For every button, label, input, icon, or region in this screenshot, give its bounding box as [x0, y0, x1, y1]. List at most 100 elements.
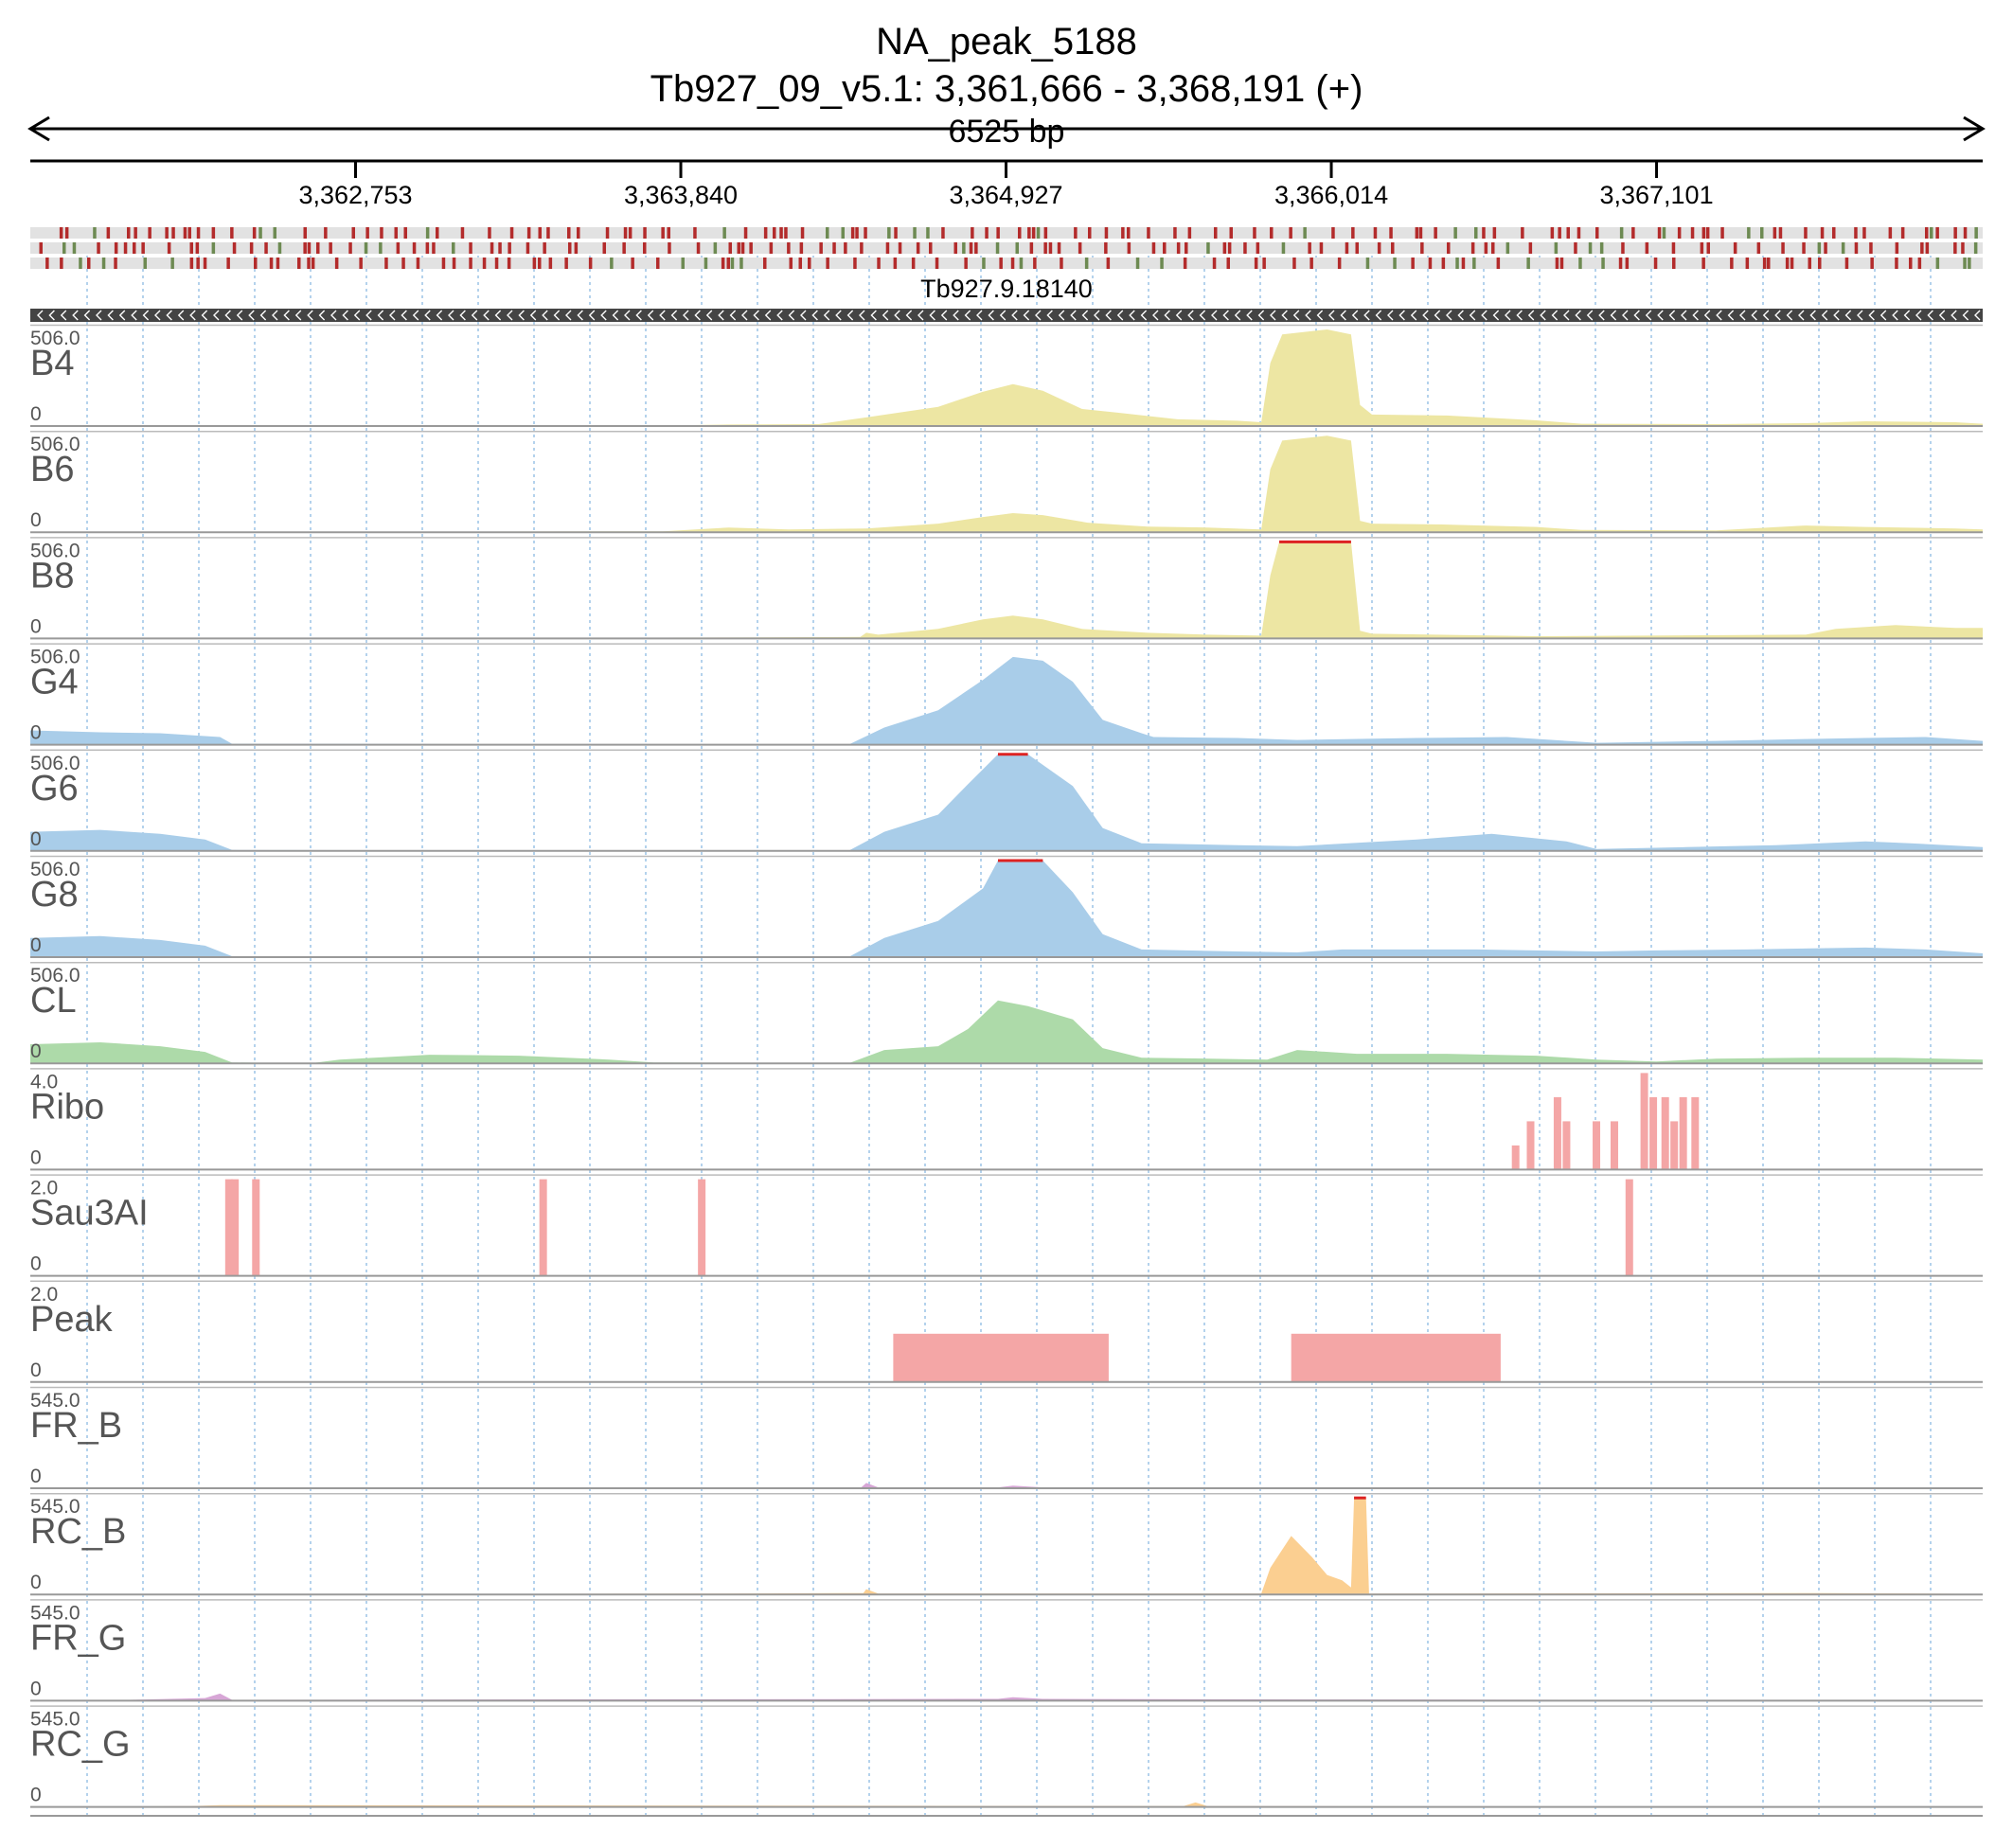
variant-mark — [365, 227, 369, 239]
strand-chevron — [412, 310, 419, 321]
variant-mark — [1588, 242, 1593, 254]
variant-mark — [826, 258, 829, 269]
peak-region-0[interactable] — [893, 1333, 1109, 1382]
strand-chevron — [1786, 310, 1793, 321]
variant-mark — [123, 242, 128, 254]
strand-chevron — [154, 310, 161, 321]
variant-mark — [230, 227, 234, 239]
track-area-b4 — [30, 329, 1983, 426]
variant-mark — [722, 227, 726, 239]
variant-mark — [134, 227, 137, 239]
variant-mark — [737, 242, 740, 254]
variant-mark — [1817, 242, 1822, 254]
variant-mark — [1078, 242, 1082, 254]
variant-mark — [384, 258, 388, 269]
variant-mark — [1015, 242, 1019, 254]
variant-mark — [1292, 258, 1296, 269]
variant-mark — [726, 258, 730, 269]
variant-mark — [1528, 242, 1533, 254]
strand-chevron — [448, 310, 454, 321]
variant-mark — [577, 227, 580, 239]
bar-sau3ai-0 — [224, 1179, 233, 1276]
variant-mark — [1767, 258, 1771, 269]
variant-mark — [1455, 258, 1459, 269]
track-name-label: FR_B — [30, 1406, 122, 1446]
variant-mark — [1733, 242, 1737, 254]
strand-chevron — [224, 310, 231, 321]
variant-mark — [832, 242, 836, 254]
strand-chevron — [401, 310, 407, 321]
strand-chevron — [83, 310, 91, 321]
variant-mark — [196, 227, 201, 239]
gene-body[interactable] — [30, 309, 1983, 322]
variant-mark — [60, 258, 63, 269]
strand-chevron — [1469, 310, 1476, 321]
peak-region-1[interactable] — [1291, 1333, 1501, 1382]
variant-mark — [380, 227, 383, 239]
track-g8: 506.0G8 0 — [30, 855, 1983, 958]
variant-mark — [1319, 242, 1324, 254]
variant-mark — [661, 227, 665, 239]
variant-mark — [826, 227, 829, 239]
variant-mark — [277, 242, 282, 254]
variant-mark — [1355, 242, 1359, 254]
chart-subtitle: Tb927_09_v5.1: 3,361,666 - 3,368,191 (+) — [650, 68, 1363, 110]
variant-mark — [1043, 242, 1047, 254]
variant-mark — [1618, 258, 1623, 269]
x-tick-label-1: 3,363,840 — [624, 181, 738, 209]
variant-mark — [416, 258, 420, 269]
variant-mark — [1577, 227, 1581, 239]
variant-mark — [187, 227, 191, 239]
variant-mark — [1824, 242, 1827, 254]
variant-mark — [348, 242, 352, 254]
track-name-label: Sau3AI — [30, 1194, 149, 1234]
strand-chevron — [1328, 310, 1335, 321]
bar-ribo-3 — [1562, 1121, 1571, 1170]
strand-chevron — [1892, 310, 1898, 321]
strand-chevron — [507, 310, 513, 321]
variant-mark — [1084, 258, 1089, 269]
variant-mark — [643, 227, 647, 239]
strand-chevron — [1164, 310, 1170, 321]
variant-mark — [324, 227, 328, 239]
variant-mark — [401, 258, 405, 269]
variant-mark — [1974, 227, 1978, 239]
track-g4: 506.0G4 0 — [30, 643, 1983, 746]
strand-chevron — [1351, 310, 1359, 321]
variant-mark — [106, 227, 111, 239]
variant-mark — [469, 258, 472, 269]
strand-chevron — [683, 310, 689, 321]
variant-mark — [1043, 227, 1048, 239]
track-min-label: 0 — [30, 615, 42, 637]
variant-mark — [985, 227, 989, 239]
strand-chevron — [1292, 310, 1300, 321]
track-min-label: 0 — [30, 1785, 42, 1806]
variant-mark — [1917, 258, 1922, 269]
variant-mark — [543, 242, 546, 254]
variant-mark — [1804, 227, 1808, 239]
track-min-label: 0 — [30, 1466, 42, 1487]
variant-mark — [864, 227, 867, 239]
variant-mark — [1243, 242, 1247, 254]
variant-mark — [538, 227, 542, 239]
variant-mark — [39, 242, 43, 254]
track-min-label: 0 — [30, 828, 42, 850]
variant-mark — [171, 227, 175, 239]
variant-mark — [1057, 242, 1061, 254]
variant-mark — [784, 227, 788, 239]
variant-mark — [941, 227, 945, 239]
strand-chevron — [459, 310, 466, 321]
strand-chevron — [529, 310, 537, 321]
variant-mark — [1027, 227, 1031, 239]
variant-mark — [1029, 242, 1034, 254]
variant-mark — [482, 258, 487, 269]
variant-mark — [1558, 227, 1561, 239]
strand-chevron — [307, 310, 313, 321]
variant-mark — [893, 258, 898, 269]
variant-mark — [394, 227, 398, 239]
variant-mark — [1470, 242, 1475, 254]
track-g6: 506.0G6 0 — [30, 749, 1983, 852]
strand-chevron — [1833, 310, 1840, 321]
strand-chevron — [107, 310, 114, 321]
